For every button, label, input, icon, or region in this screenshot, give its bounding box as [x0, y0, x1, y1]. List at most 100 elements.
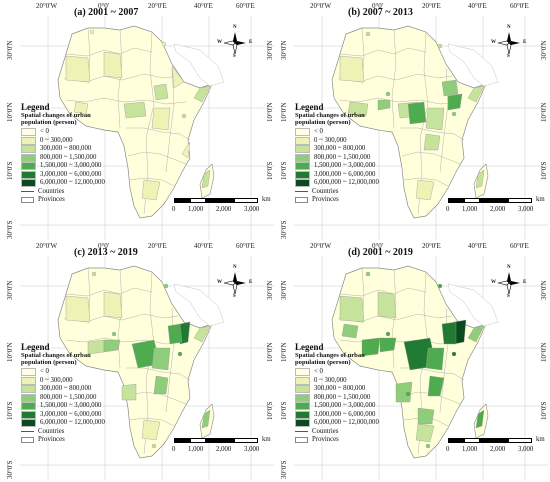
- legend-swatch: [295, 162, 310, 171]
- legend-item: 800,000 ~ 1,500,000: [21, 393, 151, 402]
- legend-swatch: [295, 410, 310, 419]
- city-marker: [385, 91, 391, 97]
- legend-swatch: [295, 128, 310, 137]
- city-marker: [151, 443, 157, 449]
- legend-label: 3,000,000 ~ 6,000,000: [40, 410, 102, 418]
- city-marker: [425, 443, 431, 449]
- legend-label: < 0: [40, 368, 49, 376]
- legend-label: 800,000 ~ 1,500,000: [314, 153, 371, 161]
- lat-label: 10°0'S: [540, 401, 548, 420]
- legend-item: 3,000,000 ~ 6,000,000: [21, 170, 151, 179]
- shaded-region: [379, 337, 397, 353]
- lon-label: 20°0'E: [422, 242, 441, 250]
- lat-label: 30°0'N: [280, 40, 288, 60]
- legend-label: 6,000,000 ~ 12,000,000: [40, 179, 105, 187]
- legend-item: < 0: [21, 128, 151, 137]
- legend-title: Legend: [295, 342, 324, 352]
- city-marker: [451, 351, 457, 357]
- legend-label: 3,000,000 ~ 6,000,000: [314, 170, 376, 178]
- legend-provinces: Provinces: [295, 196, 425, 205]
- legend-item: 6,000,000 ~ 12,000,000: [21, 179, 151, 188]
- lat-label: 30°0'S: [280, 460, 288, 479]
- legend-label: < 0: [314, 128, 323, 136]
- lon-label: 60°0'E: [510, 2, 529, 10]
- shaded-region: [339, 295, 365, 323]
- city-marker: [405, 391, 411, 397]
- legend-title: Legend: [21, 102, 50, 112]
- lat-label: 10°0'N: [266, 342, 274, 362]
- city-marker: [89, 29, 95, 35]
- lon-label: 40°0'E: [194, 242, 213, 250]
- lon-label: 60°0'E: [510, 242, 529, 250]
- legend-item: 6,000,000 ~ 12,000,000: [295, 179, 425, 188]
- legend-provinces: Provinces: [21, 196, 151, 205]
- lat-label: 10°0'S: [280, 401, 288, 420]
- legend: Legend Spatial changes of urban populatio…: [21, 102, 151, 204]
- shaded-region: [151, 107, 171, 131]
- shaded-region: [65, 55, 91, 83]
- legend-label: 800,000 ~ 1,500,000: [40, 393, 97, 401]
- legend-swatch: [295, 385, 310, 394]
- legend-label: 800,000 ~ 1,500,000: [314, 393, 371, 401]
- shaded-region: [347, 101, 369, 117]
- shaded-region: [415, 179, 435, 201]
- lat-label: 10°0'N: [280, 342, 288, 362]
- shaded-region: [151, 347, 171, 371]
- lat-label: 10°0'N: [280, 102, 288, 122]
- legend-label: 300,000 ~ 800,000: [40, 145, 92, 153]
- legend-item: 800,000 ~ 1,500,000: [295, 153, 425, 162]
- legend-item: < 0: [21, 368, 151, 377]
- lon-label: 20°0'W: [36, 242, 58, 250]
- legend-subtitle: Spatial changes of urban population (pers…: [21, 112, 91, 127]
- lat-label: 30°0'S: [6, 220, 14, 239]
- shaded-region: [193, 325, 211, 343]
- legend-label: 300,000 ~ 800,000: [314, 145, 366, 153]
- lat-label: 10°0'S: [6, 401, 14, 420]
- lon-label: 0°0': [98, 2, 110, 10]
- scale-bar: km 0 1,000 2,000 3,000: [446, 196, 545, 213]
- legend-item: 0 ~ 300,000: [295, 376, 425, 385]
- legend-swatch: [21, 153, 36, 162]
- legend-label: 0 ~ 300,000: [40, 376, 73, 384]
- legend-label: 0 ~ 300,000: [314, 376, 347, 384]
- legend-item: 0 ~ 300,000: [21, 136, 151, 145]
- lat-label: 10°0'N: [540, 342, 548, 362]
- city-marker: [451, 111, 457, 117]
- north-arrow-icon: N S W E: [217, 265, 253, 299]
- city-marker: [437, 283, 443, 289]
- shaded-region: [427, 375, 445, 397]
- legend-swatch: [21, 170, 36, 179]
- legend-label: 6,000,000 ~ 12,000,000: [314, 179, 379, 187]
- legend-swatch: [21, 162, 36, 171]
- shaded-region: [425, 107, 445, 131]
- city-marker: [91, 271, 97, 277]
- legend-swatch: [21, 145, 36, 154]
- shaded-region: [103, 339, 121, 353]
- legend-provinces: Provinces: [21, 436, 151, 445]
- lon-label: 20°0'W: [310, 242, 332, 250]
- legend-swatch: [295, 376, 310, 385]
- legend-swatch: [295, 153, 310, 162]
- legend-countries: Countries: [295, 187, 425, 196]
- city-marker: [385, 331, 391, 337]
- legend-swatch: [21, 419, 36, 428]
- lat-label: 10°0'N: [6, 342, 14, 362]
- legend-subtitle: Spatial changes of urban population (pers…: [295, 112, 365, 127]
- legend-label: 800,000 ~ 1,500,000: [40, 153, 97, 161]
- scale-bar: km 0 1,000 2,000 3,000: [172, 436, 271, 453]
- city-marker: [161, 41, 167, 47]
- lat-label: 30°0'N: [540, 40, 548, 60]
- legend-item: 1,500,000 ~ 3,000,000: [295, 402, 425, 411]
- lat-label: 10°0'S: [280, 161, 288, 180]
- shaded-region: [417, 407, 435, 425]
- shaded-region: [447, 93, 463, 111]
- north-arrow-icon: N S W E: [217, 25, 253, 59]
- legend-swatch: [295, 145, 310, 154]
- legend-item: 6,000,000 ~ 12,000,000: [295, 419, 425, 428]
- lat-label: 10°0'N: [540, 102, 548, 122]
- city-marker: [111, 331, 117, 337]
- shaded-region: [415, 423, 435, 443]
- africa-map: [20, 256, 274, 480]
- shaded-region: [141, 419, 161, 441]
- city-marker: [365, 271, 371, 277]
